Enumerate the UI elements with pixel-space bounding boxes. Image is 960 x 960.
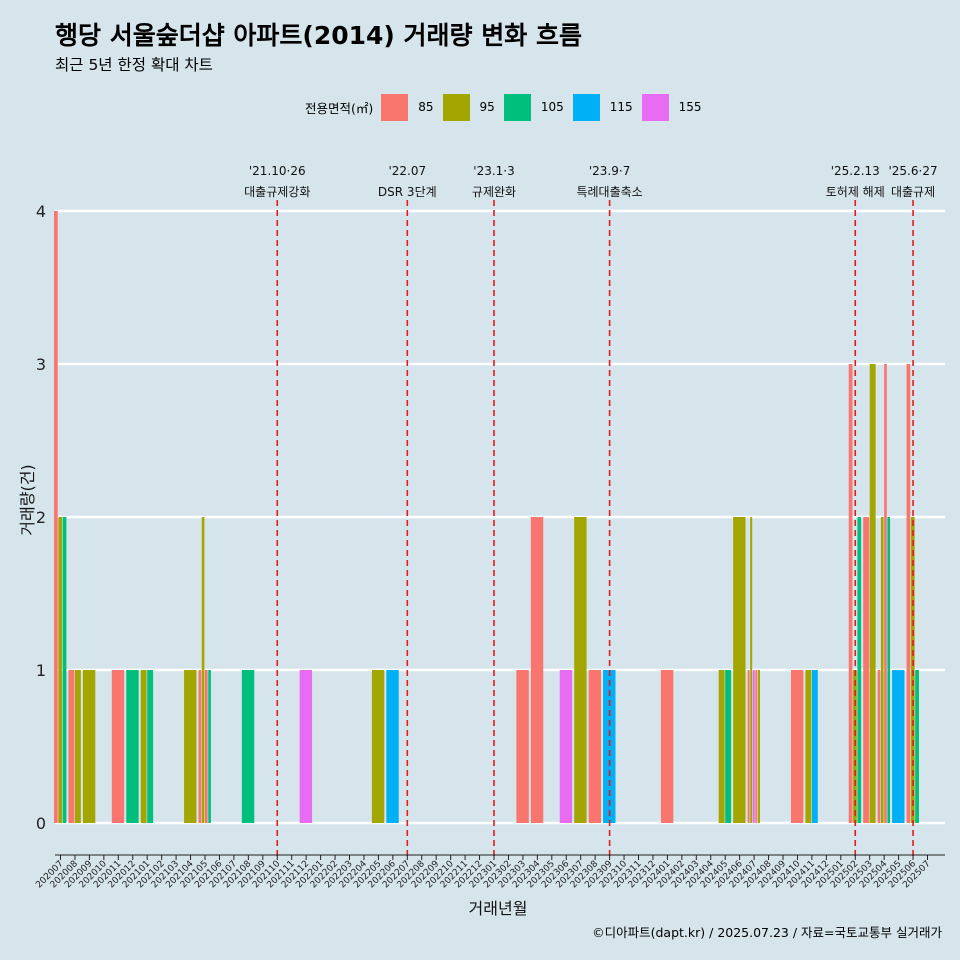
bar xyxy=(915,670,919,823)
bar xyxy=(68,670,75,823)
event-markers: '21.10·26 대출규제강화 '22.07 DSR 3단계 '23.1·3 규제완화 '… xyxy=(244,164,938,858)
legend-label-155: 155 xyxy=(678,100,702,114)
bar xyxy=(750,517,753,823)
bar xyxy=(790,670,804,823)
bar xyxy=(58,517,63,823)
bar xyxy=(241,670,255,823)
bar xyxy=(892,670,905,823)
bar xyxy=(747,670,750,823)
legend-swatch-95 xyxy=(442,93,470,121)
bar xyxy=(857,517,862,823)
legend-label-105: 105 xyxy=(540,100,564,114)
legend-swatch-115 xyxy=(572,93,600,121)
bar xyxy=(853,670,857,823)
bar xyxy=(660,670,674,823)
bar xyxy=(887,517,891,823)
bar xyxy=(758,670,761,823)
bar xyxy=(574,517,587,823)
event-name-label: DSR 3단계 xyxy=(378,185,437,199)
x-axis-title: 거래년월 xyxy=(469,899,528,918)
bar xyxy=(906,364,911,823)
legend-item-115: 115 xyxy=(572,93,633,121)
event-date-label: '22.07 xyxy=(388,164,426,178)
event-date-label: '21.10·26 xyxy=(249,164,306,178)
bar xyxy=(869,364,876,823)
bars xyxy=(53,211,919,823)
event-name-label: 규제완화 xyxy=(472,185,516,199)
legend-item-105: 105 xyxy=(503,93,564,121)
event-name-label: 특례대출축소 xyxy=(576,185,642,199)
event-date-label: '25.2.13 xyxy=(831,164,880,178)
bar xyxy=(725,670,732,823)
bar xyxy=(371,670,385,823)
legend-swatch-155 xyxy=(641,93,669,121)
bar xyxy=(386,670,399,823)
bar xyxy=(603,670,616,823)
bar xyxy=(299,670,313,823)
bar xyxy=(530,517,544,823)
bar xyxy=(811,670,818,823)
bar xyxy=(82,670,96,823)
chart-subtitle: 최근 5년 한정 확대 차트 xyxy=(55,56,213,74)
legend: 전용면적(㎡) 85 95 105 115 155 xyxy=(305,93,711,121)
legend-swatch-105 xyxy=(503,93,531,121)
y-tick-label: 0 xyxy=(36,814,46,833)
bar xyxy=(516,670,529,823)
bar xyxy=(201,517,205,823)
legend-title: 전용면적(㎡) xyxy=(305,100,374,116)
legend-label-95: 95 xyxy=(479,100,495,114)
bar xyxy=(208,670,211,823)
bar xyxy=(884,364,887,823)
bar xyxy=(880,517,884,823)
event-name-label: 대출규제 xyxy=(891,185,935,199)
bar xyxy=(111,670,125,823)
legend-item-85: 85 xyxy=(381,93,434,121)
bar xyxy=(733,517,746,823)
bar xyxy=(755,670,758,823)
bar xyxy=(53,211,58,823)
bar xyxy=(559,670,573,823)
y-tick-label: 3 xyxy=(36,355,46,374)
bar xyxy=(205,670,208,823)
bar xyxy=(752,670,755,823)
legend-label-85: 85 xyxy=(418,100,434,114)
bar xyxy=(198,670,202,823)
event-name-label: 대출규제강화 xyxy=(244,185,310,199)
bar xyxy=(74,670,81,823)
event-name-label: 토허제 해제 xyxy=(826,185,885,199)
bar xyxy=(62,517,67,823)
event-date-label: '23.1·3 xyxy=(473,164,514,178)
axes: 0123420200720200820200920201020201120201… xyxy=(18,202,945,918)
bar xyxy=(805,670,812,823)
event-date-label: '23.9·7 xyxy=(589,164,630,178)
bar xyxy=(184,670,197,823)
bar xyxy=(126,670,139,823)
y-tick-label: 2 xyxy=(36,508,46,527)
bar xyxy=(877,670,881,823)
bar xyxy=(140,670,147,823)
legend-item-155: 155 xyxy=(641,93,702,121)
bar xyxy=(718,670,725,823)
y-tick-label: 1 xyxy=(36,661,46,680)
event-date-label: '25.6·27 xyxy=(888,164,937,178)
bar xyxy=(588,670,602,823)
bar xyxy=(863,517,870,823)
legend-swatch-85 xyxy=(381,93,409,121)
chart-title: 행당 서울숲더샵 아파트(2014) 거래량 변화 흐름 xyxy=(55,21,582,50)
bar xyxy=(848,364,853,823)
source-caption: ©디아파트(dapt.kr) / 2025.07.23 / 자료=국토교통부 실… xyxy=(592,925,942,940)
legend-label-115: 115 xyxy=(609,100,633,114)
y-axis-title: 거래량(건) xyxy=(18,464,37,535)
legend-item-95: 95 xyxy=(442,93,495,121)
y-tick-label: 4 xyxy=(36,202,46,221)
bar xyxy=(147,670,154,823)
